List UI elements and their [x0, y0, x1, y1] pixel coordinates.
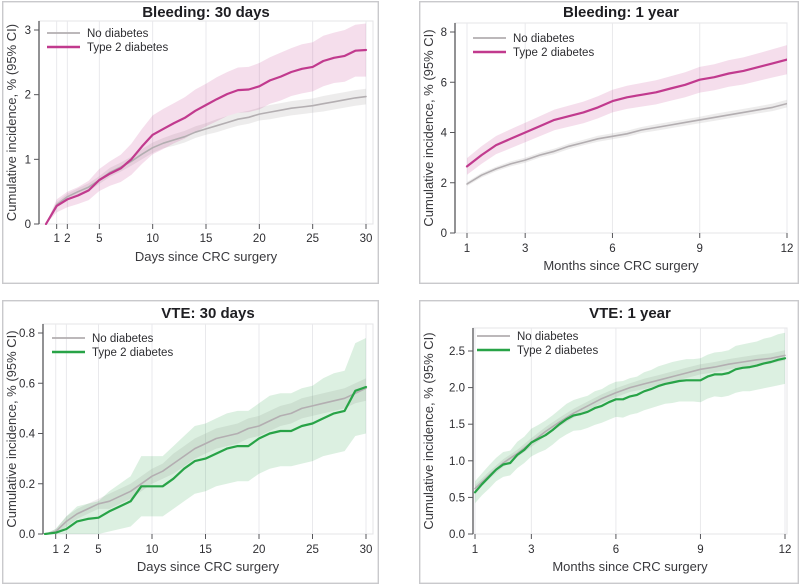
x-tick-label: 25: [306, 233, 319, 245]
x-tick-label: 3: [528, 544, 534, 556]
y-tick-label: 0: [25, 219, 31, 231]
x-tick-label: 30: [360, 544, 373, 556]
x-tick-label: 9: [697, 544, 703, 556]
x-tick-label: 1: [464, 243, 470, 255]
panel-frame: [1, 0, 380, 285]
plot-layer: [473, 332, 787, 504]
y-tick-label: 2: [441, 178, 447, 190]
legend: No diabetes Type 2 diabetes: [52, 333, 173, 359]
chart-title: Bleeding: 30 days: [142, 4, 270, 21]
x-tick-label: 1: [52, 544, 58, 556]
ci-band-type-2-diabetes: [45, 338, 366, 534]
panel-frame: [418, 0, 800, 285]
x-tick-label: 9: [697, 243, 703, 255]
panel-frame: [1, 299, 380, 585]
y-axis-label: Cumulative incidence, % (95% CI): [421, 29, 436, 226]
y-axis-label: Cumulative incidence, % (95% CI): [421, 332, 436, 529]
panel-frame: [418, 299, 800, 585]
y-tick-label: 0: [441, 228, 447, 240]
panel-bleeding-1-year: 0 2 4 6 8 1 3 6 9 12 Months since CRC surgery Cumul…: [418, 0, 800, 285]
y-tick-label: 0.0: [449, 529, 465, 541]
y-tick-label: 2.0: [449, 383, 465, 395]
series-line-no-diabetes: [466, 102, 787, 185]
x-tick-label: 5: [95, 544, 101, 556]
panel-bleeding-30-days: 0 1 2 3 1 2 5 10 15 20 25 30 Days since CRC surgery C…: [1, 0, 380, 285]
ci-band-no-diabetes: [475, 350, 785, 493]
chart-bleeding-1-year: 0 2 4 6 8 1 3 6 9 12 Months since CRC surgery Cumul…: [418, 0, 800, 285]
x-tick-label: 1: [53, 233, 59, 245]
x-tick-label: 10: [146, 544, 159, 556]
legend-label-no-diabetes: No diabetes: [87, 28, 149, 40]
series-line-no-diabetes: [44, 387, 367, 535]
legend: No diabetes Type 2 diabetes: [473, 33, 594, 59]
x-tick-label: 6: [613, 544, 619, 556]
y-tick-label: 0.4: [19, 429, 36, 441]
x-tick-label: 2: [64, 233, 70, 245]
plot-layer: [44, 23, 368, 225]
x-tick-label: 25: [306, 544, 319, 556]
x-tick-label: 10: [146, 233, 159, 245]
chart-title: VTE: 1 year: [589, 305, 671, 322]
y-axis-label: Cumulative incidence, % (95% CI): [4, 330, 19, 527]
x-axis-label: Days since CRC surgery: [135, 249, 278, 264]
x-tick-label: 12: [781, 243, 794, 255]
x-tick-label: 20: [253, 233, 266, 245]
legend-label-no-diabetes: No diabetes: [517, 331, 579, 343]
x-tick-label: 1: [472, 544, 478, 556]
y-tick-label: 1.5: [449, 419, 465, 431]
series-line-type-2-diabetes: [44, 48, 368, 225]
y-tick-label: 0.8: [19, 328, 35, 340]
y-tick-label: 8: [441, 27, 447, 39]
y-tick-label: 3: [25, 25, 31, 37]
x-tick-label: 15: [200, 233, 213, 245]
plot-layer: [465, 45, 787, 186]
y-tick-label: 0.6: [19, 378, 35, 390]
legend-label-type-2-diabetes: Type 2 diabetes: [87, 42, 168, 54]
x-tick-label: 20: [253, 544, 266, 556]
legend: No diabetes Type 2 diabetes: [477, 331, 598, 357]
x-axis-label: Months since CRC surgery: [552, 559, 708, 574]
panel-vte-1-year: 0.0 0.5 1.0 1.5 2.0 2.5 1 3 6 9 12 Months since CRC…: [418, 299, 800, 585]
legend-label-type-2-diabetes: Type 2 diabetes: [513, 47, 594, 59]
chart-title: Bleeding: 1 year: [563, 4, 679, 21]
y-tick-label: 0.5: [449, 492, 465, 504]
series-line-type-2-diabetes: [473, 357, 787, 494]
ci-band-no-diabetes: [45, 378, 366, 534]
x-axis-label: Months since CRC surgery: [543, 258, 699, 273]
panel-vte-30-days: 0.0 0.2 0.4 0.6 0.8 1 2 5 10 15 20 25 30 Days since C…: [1, 299, 380, 585]
y-tick-label: 1: [25, 154, 31, 166]
y-tick-label: 2.5: [449, 346, 465, 358]
y-tick-label: 0.0: [19, 529, 35, 541]
x-tick-label: 3: [522, 243, 528, 255]
y-tick-label: 0.2: [19, 479, 35, 491]
x-tick-label: 2: [63, 544, 69, 556]
legend-label-no-diabetes: No diabetes: [92, 333, 154, 345]
series-line-type-2-diabetes: [465, 58, 787, 168]
legend-label-type-2-diabetes: Type 2 diabetes: [517, 345, 598, 357]
x-tick-label: 12: [779, 544, 792, 556]
chart-title: VTE: 30 days: [161, 305, 254, 322]
legend-label-type-2-diabetes: Type 2 diabetes: [92, 347, 173, 359]
plot-layer: [43, 338, 368, 535]
x-tick-label: 5: [96, 233, 102, 245]
legend: No diabetes Type 2 diabetes: [47, 28, 168, 54]
x-tick-label: 6: [609, 243, 615, 255]
series-line-type-2-diabetes: [43, 385, 368, 535]
legend-label-no-diabetes: No diabetes: [513, 33, 575, 45]
y-tick-label: 6: [441, 77, 447, 89]
y-tick-label: 4: [441, 128, 448, 140]
chart-vte-1-year: 0.0 0.5 1.0 1.5 2.0 2.5 1 3 6 9 12 Months since CRC…: [418, 299, 800, 585]
x-axis-label: Days since CRC surgery: [137, 559, 280, 574]
y-axis-label: Cumulative incidence, % (95% CI): [4, 24, 19, 221]
x-tick-label: 15: [199, 544, 212, 556]
ci-band-no-diabetes: [467, 99, 787, 186]
y-tick-label: 1.0: [449, 456, 465, 468]
x-tick-label: 30: [360, 233, 373, 245]
ci-band-type-2-diabetes: [475, 332, 785, 504]
y-tick-label: 2: [25, 90, 31, 102]
